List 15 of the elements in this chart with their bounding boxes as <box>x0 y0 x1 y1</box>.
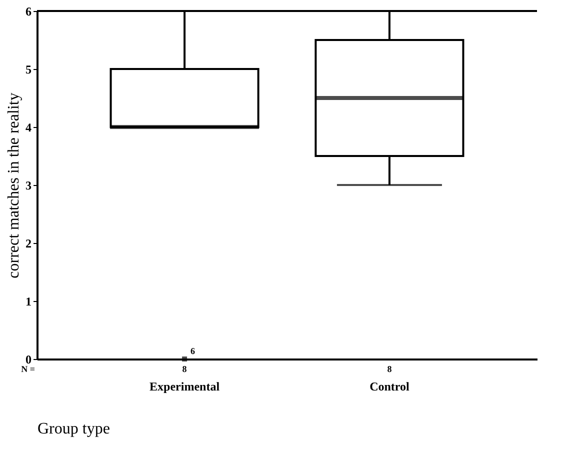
x-axis-title: Group type <box>38 420 110 438</box>
x-tick-label: Experimental <box>150 380 220 394</box>
text: 8 <box>387 364 392 374</box>
y-tick-label: 6 <box>26 4 32 18</box>
annotation: 6 <box>190 346 196 356</box>
y-tick-label: 5 <box>26 62 32 76</box>
y-axis-title: correct matches in the reality <box>6 92 22 278</box>
y-tick-label: 1 <box>26 294 32 308</box>
y-tick-label: 0 <box>26 352 32 366</box>
text: N = <box>21 364 35 374</box>
y-tick-label: 4 <box>26 120 32 134</box>
x-tick-label: Control <box>370 380 410 394</box>
text: 8 <box>182 364 188 374</box>
y-tick-label: 2 <box>26 236 32 250</box>
y-tick-label: 3 <box>26 178 32 192</box>
